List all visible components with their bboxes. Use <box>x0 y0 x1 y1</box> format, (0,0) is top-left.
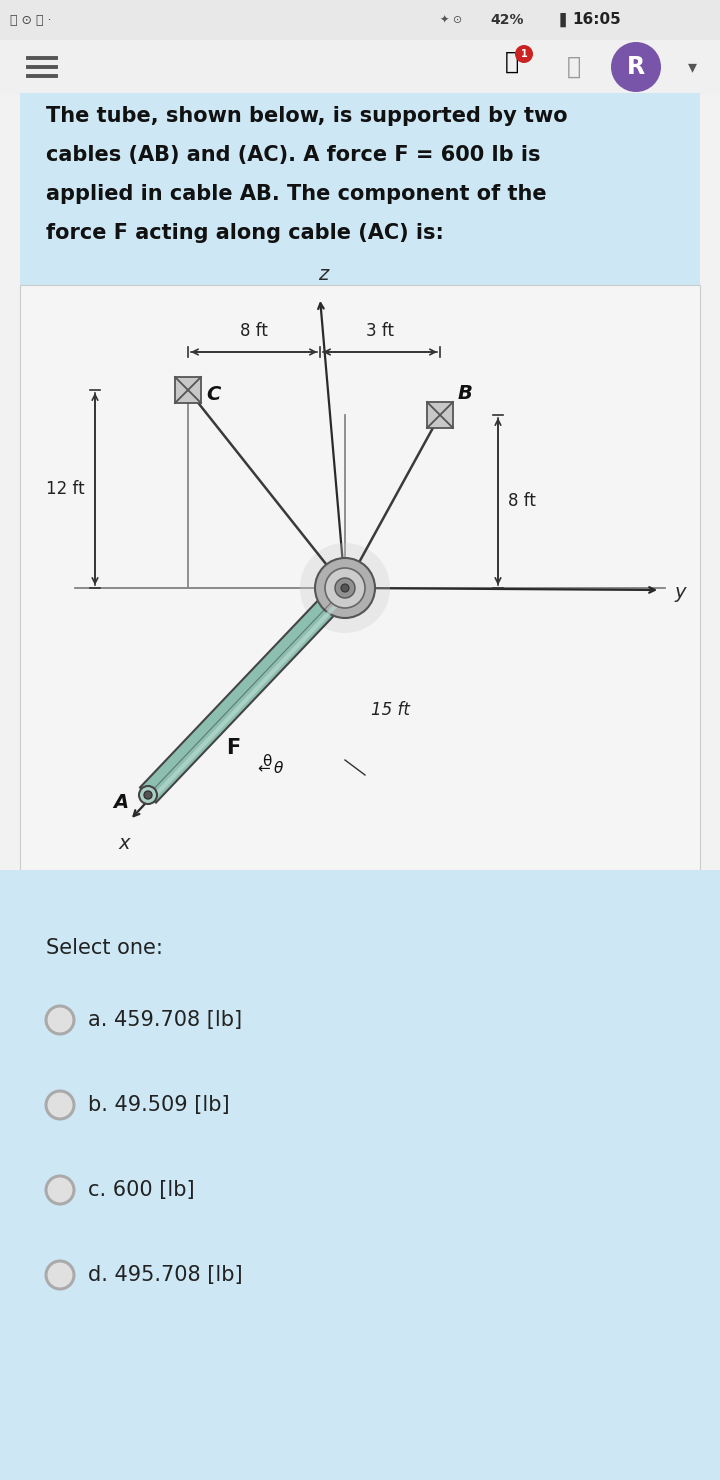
Circle shape <box>315 558 375 619</box>
Circle shape <box>139 786 157 804</box>
Text: c. 600 [lb]: c. 600 [lb] <box>88 1180 194 1200</box>
Text: $\leftarrow\theta$: $\leftarrow\theta$ <box>255 761 285 776</box>
Circle shape <box>611 41 661 92</box>
Text: ▾: ▾ <box>688 58 696 75</box>
Text: 🔔: 🔔 <box>505 50 519 74</box>
Circle shape <box>341 585 349 592</box>
Text: d. 495.708 [lb]: d. 495.708 [lb] <box>88 1265 243 1285</box>
Text: 8 ft: 8 ft <box>240 323 268 340</box>
Text: 12 ft: 12 ft <box>46 480 85 497</box>
Text: b. 49.509 [lb]: b. 49.509 [lb] <box>88 1095 230 1114</box>
Text: 16:05: 16:05 <box>572 12 621 28</box>
Text: 15 ft: 15 ft <box>371 702 410 719</box>
Text: The tube, shown below, is supported by two: The tube, shown below, is supported by t… <box>46 107 567 126</box>
Bar <box>0 40 720 95</box>
Text: force F acting along cable (AC) is:: force F acting along cable (AC) is: <box>46 223 444 243</box>
Circle shape <box>515 44 533 64</box>
Bar <box>175 377 201 403</box>
Polygon shape <box>140 580 353 802</box>
Text: 42%: 42% <box>490 13 523 27</box>
Text: x: x <box>118 835 130 852</box>
Text: ⬜ ⊙ ⬛ ·: ⬜ ⊙ ⬛ · <box>10 13 52 27</box>
Text: B: B <box>458 383 473 403</box>
Text: y: y <box>674 583 685 601</box>
Bar <box>20 286 700 870</box>
Text: cables (AB) and (AC). A force F = 600 lb is: cables (AB) and (AC). A force F = 600 lb… <box>46 145 541 164</box>
Text: F: F <box>226 739 240 758</box>
Bar <box>0 0 720 40</box>
Text: z: z <box>318 265 328 284</box>
Text: applied in cable AB. The component of the: applied in cable AB. The component of th… <box>46 184 546 204</box>
Text: ▐: ▐ <box>555 13 566 27</box>
Text: 1: 1 <box>521 49 527 59</box>
Circle shape <box>46 1006 74 1035</box>
Text: a. 459.708 [lb]: a. 459.708 [lb] <box>88 1009 242 1030</box>
Circle shape <box>46 1177 74 1205</box>
Text: θ: θ <box>262 755 271 770</box>
Text: A: A <box>113 793 128 813</box>
Text: 3 ft: 3 ft <box>366 323 394 340</box>
Text: 8 ft: 8 ft <box>508 493 536 511</box>
Text: ✦ ⊙: ✦ ⊙ <box>440 15 462 25</box>
Text: Select one:: Select one: <box>46 938 163 958</box>
Circle shape <box>325 568 365 608</box>
Text: R: R <box>627 55 645 78</box>
Bar <box>427 403 453 428</box>
Circle shape <box>46 1261 74 1289</box>
Circle shape <box>144 790 152 799</box>
Circle shape <box>300 543 390 633</box>
Text: 💬: 💬 <box>567 55 581 78</box>
Bar <box>0 870 720 1480</box>
Text: C: C <box>206 385 220 404</box>
Circle shape <box>46 1091 74 1119</box>
Circle shape <box>335 579 355 598</box>
Bar <box>20 93 700 289</box>
